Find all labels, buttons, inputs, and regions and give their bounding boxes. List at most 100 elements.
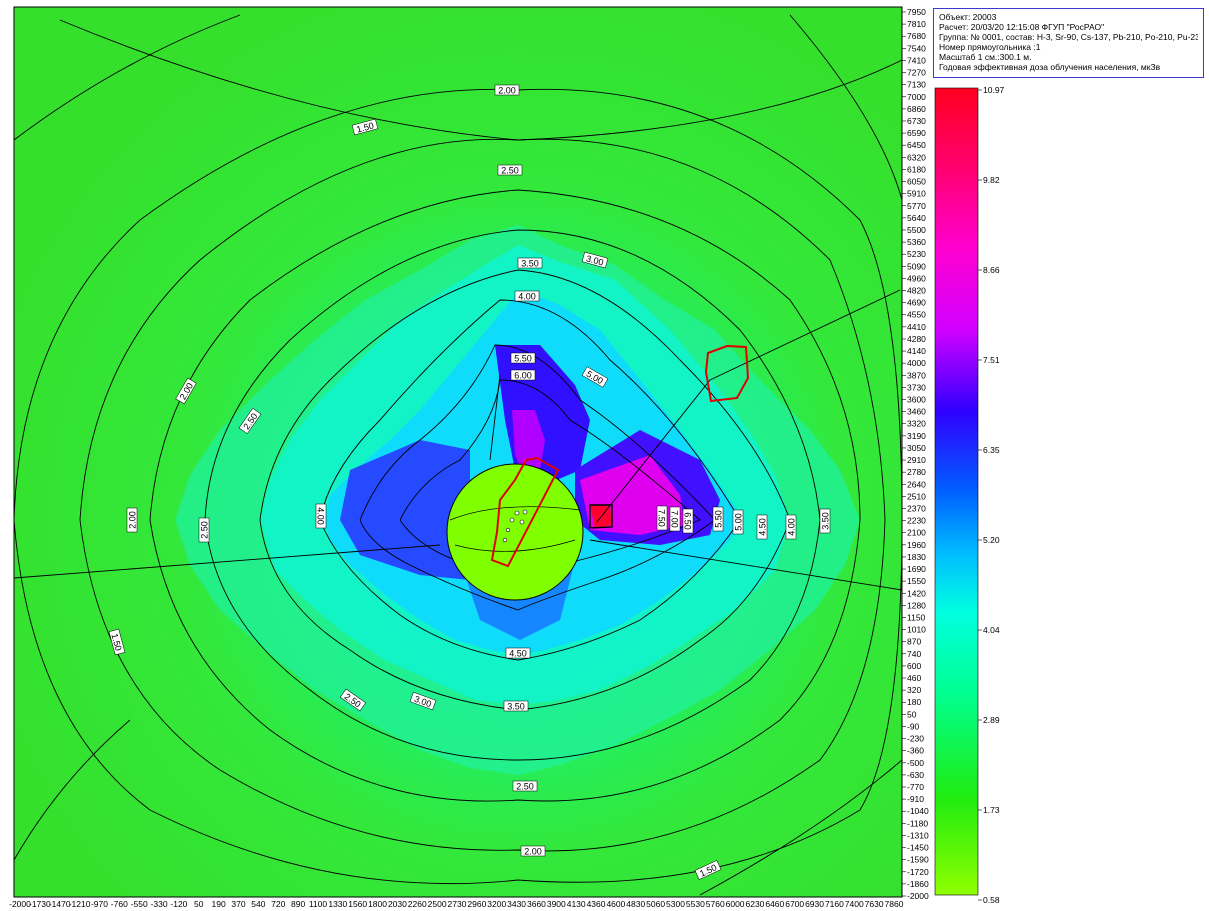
y-tick-label: 3600 [907,395,926,405]
y-tick-label: 3870 [907,370,926,380]
contour-label: 6.00 [510,369,536,381]
y-tick-label: 2370 [907,503,926,513]
y-tick-label: -230 [907,734,924,744]
y-tick-label: -1180 [907,818,928,828]
y-tick-label: 4550 [907,310,926,320]
x-tick-label: 6230 [745,899,764,909]
legend-tick-label: 6.35 [983,445,1000,455]
y-tick-label: 460 [907,673,921,683]
x-tick-label: 1100 [309,899,328,909]
y-tick-label: -630 [907,770,924,780]
x-tick-label: -1730 [29,899,51,909]
y-tick-label: 7410 [907,55,926,65]
y-tick-label: 1830 [907,552,926,562]
svg-text:2.50: 2.50 [501,166,519,176]
y-tick-label: 1420 [907,588,926,598]
legend-tick-label: 10.97 [983,85,1005,95]
y-tick-label: 6320 [907,152,926,162]
y-tick-label: 4820 [907,286,926,296]
contour-label: 5.00 [732,509,744,535]
y-tick-label: 4140 [907,346,926,356]
svg-text:6.00: 6.00 [514,371,532,381]
x-tick-label: 2260 [408,899,427,909]
y-tick-label: 5910 [907,189,926,199]
contour-label: 2.50 [512,780,538,792]
x-tick-label: 2030 [388,899,407,909]
contour-label: 4.00 [785,514,797,540]
x-tick-label: 2500 [428,899,447,909]
svg-text:1.50: 1.50 [355,120,375,134]
y-tick-label: -2000 [907,891,929,901]
x-tick-label: -330 [151,899,168,909]
y-tick-label: 1960 [907,540,926,550]
color-legend: 10.97 9.82 8.66 7.51 6.35 5.20 4.04 2.89 1.73 0.5… [934,85,1005,905]
x-tick-label: 7400 [845,899,864,909]
y-tick-label: 600 [907,661,921,671]
svg-text:5.50: 5.50 [714,510,724,528]
y-tick-label: -1450 [907,843,929,853]
y-tick-label: 7680 [907,31,926,41]
y-tick-label: 320 [907,685,921,695]
y-tick-label: 7270 [907,68,926,78]
x-tick-label: -120 [170,899,187,909]
y-tick-label: -1040 [907,806,929,816]
y-tick-label: 50 [907,709,917,719]
x-tick-label: -550 [131,899,148,909]
y-tick-label: 5230 [907,249,926,259]
y-tick-label: 2100 [907,528,926,538]
svg-text:2.50: 2.50 [200,521,210,539]
y-tick-label: -1720 [907,867,929,877]
y-tick-label: 5770 [907,201,926,211]
svg-text:3.50: 3.50 [821,512,831,530]
y-tick-label: 6590 [907,128,926,138]
svg-text:2.00: 2.00 [498,86,516,96]
contour-label: 3.50 [503,700,529,712]
contour-label: 4.00 [514,290,540,302]
x-tick-label: 50 [194,899,204,909]
group-line: Группа: № 0001, состав: H-3, Sr-90, Cs-1… [939,32,1198,42]
y-tick-label: 1010 [907,625,926,635]
contour-label: 2.00 [126,507,138,533]
contour-label: 2.00 [520,845,546,857]
x-tick-label: 2730 [448,899,467,909]
contour-label: 2.50 [497,164,523,176]
x-tick-label: 7860 [885,899,904,909]
svg-text:2.50: 2.50 [516,782,534,792]
y-tick-label: 3320 [907,419,926,429]
x-tick-label: -1210 [69,899,91,909]
y-tick-label: 3730 [907,382,926,392]
x-axis-ticks: -2000-1730-1470-1210 -970 -760 -550 -330 -120… [9,899,904,909]
quantity-line: Годовая эффективная доза облучения насел… [939,62,1161,72]
svg-text:6.50: 6.50 [683,512,693,530]
y-tick-label: -1310 [907,830,929,840]
y-tick-label: 6180 [907,164,926,174]
y-tick-label: -1590 [907,855,929,865]
y-tick-label: 2230 [907,516,926,526]
legend-bar [934,87,979,896]
y-tick-label: -910 [907,794,924,804]
svg-text:7.00: 7.00 [670,510,680,528]
x-tick-label: 5760 [706,899,725,909]
svg-text:2.00: 2.00 [128,511,138,529]
contour-label: 3.50 [517,257,543,269]
x-tick-label: 4600 [606,899,625,909]
x-tick-label: 1330 [328,899,347,909]
y-tick-label: 5640 [907,213,926,223]
rect-line: Номер прямоугольника :1 [939,42,1041,52]
x-tick-label: 7160 [825,899,844,909]
x-tick-label: 190 [212,899,226,909]
svg-text:3.50: 3.50 [521,259,539,269]
legend-tick-label: 0.58 [983,895,1000,905]
svg-text:5.50: 5.50 [514,354,532,364]
y-tick-label: 4410 [907,322,926,332]
svg-text:5.00: 5.00 [734,513,744,531]
plot-frame [13,6,903,898]
y-tick-label: 5360 [907,237,926,247]
y-tick-label: 7810 [907,19,926,29]
svg-text:4.00: 4.00 [787,518,797,536]
info-box: Объект: 20003 Расчет: 20/03/20 12:15:08 … [933,8,1204,78]
legend-tick-label: 1.73 [983,805,1000,815]
svg-text:1.50: 1.50 [109,632,123,652]
x-tick-label: 6930 [805,899,824,909]
x-tick-label: 4830 [626,899,645,909]
